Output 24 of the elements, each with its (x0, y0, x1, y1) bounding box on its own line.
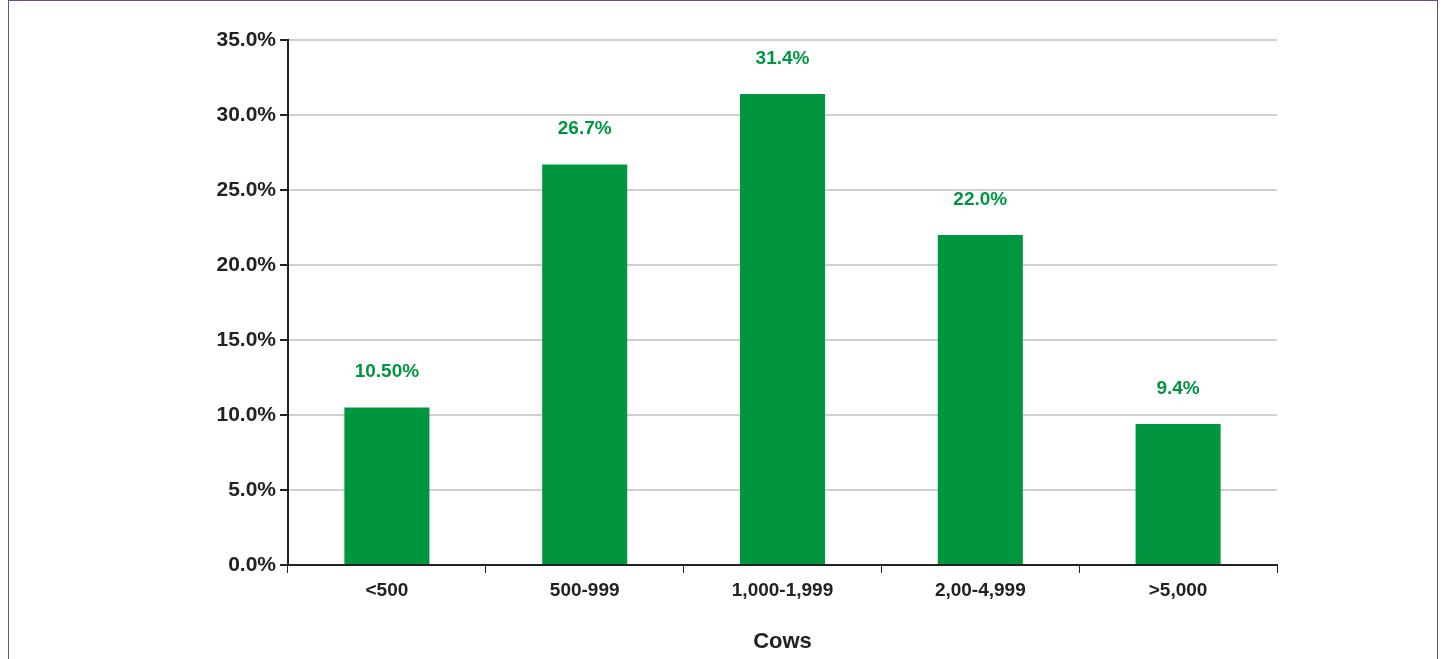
y-tick-label: 20.0% (216, 251, 277, 275)
y-tick-label: 10.0% (216, 401, 277, 425)
data-label: 22.0% (953, 187, 1008, 209)
x-tick-label: >5,000 (1148, 578, 1208, 600)
y-tick-label: 25.0% (216, 176, 277, 200)
y-tick-label: 0.0% (228, 551, 277, 575)
data-label: 26.7% (557, 117, 612, 139)
data-label: 9.4% (1156, 376, 1200, 398)
y-tick-label: 15.0% (216, 326, 277, 350)
bar (542, 164, 628, 564)
x-tick-label: 2,00-4,999 (934, 578, 1026, 600)
x-tick-label: <500 (365, 578, 409, 600)
data-label: 10.50% (354, 360, 420, 382)
y-tick-label: 35.0% (216, 26, 277, 50)
data-label: 31.4% (755, 46, 810, 68)
bar (344, 407, 430, 564)
bar (1135, 424, 1221, 564)
x-tick-label: 1,000-1,999 (731, 578, 834, 600)
x-tick-label: 500-999 (549, 578, 620, 600)
bar (937, 235, 1023, 564)
bar (739, 94, 826, 564)
y-tick-label: 30.0% (216, 101, 277, 125)
y-tick-label: 5.0% (228, 476, 277, 500)
x-axis-title: Cows (753, 627, 812, 653)
